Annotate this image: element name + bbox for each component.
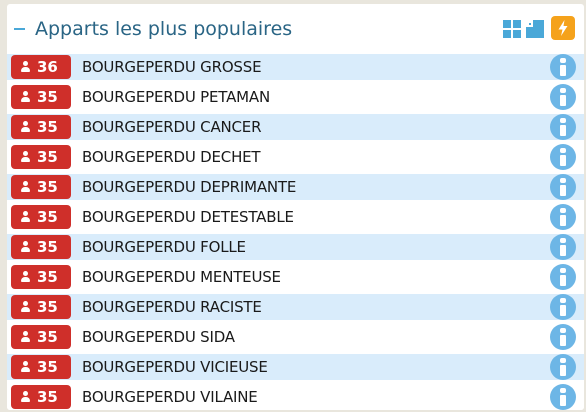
user-icon <box>20 121 30 132</box>
member-count: 35 <box>37 238 58 256</box>
info-icon[interactable] <box>550 324 576 350</box>
popular-apartments-panel: Apparts les plus populaires 36 BOURGEP <box>7 4 584 410</box>
member-count: 35 <box>37 298 58 316</box>
info-icon[interactable] <box>550 264 576 290</box>
member-count: 35 <box>37 178 58 196</box>
info-icon[interactable] <box>550 354 576 380</box>
member-count: 35 <box>37 88 58 106</box>
member-count: 35 <box>37 268 58 286</box>
member-count-badge: 35 <box>11 295 71 319</box>
apartment-name[interactable]: BOURGEPERDU VILAINE <box>82 388 258 406</box>
list-item[interactable]: 35 BOURGEPERDU SIDA <box>7 322 584 352</box>
list-item[interactable]: 35 BOURGEPERDU PETAMAN <box>7 82 584 112</box>
apartment-name[interactable]: BOURGEPERDU RACISTE <box>82 298 262 316</box>
apartment-name[interactable]: BOURGEPERDU DECHET <box>82 148 261 166</box>
apartment-name[interactable]: BOURGEPERDU PETAMAN <box>82 88 270 106</box>
user-icon <box>20 301 30 312</box>
list-item[interactable]: 35 BOURGEPERDU VILAINE <box>7 382 584 410</box>
user-icon <box>20 331 30 342</box>
member-count-badge: 35 <box>11 265 71 289</box>
info-icon[interactable] <box>550 144 576 170</box>
member-count-badge: 36 <box>11 55 71 79</box>
apartment-name[interactable]: BOURGEPERDU DETESTABLE <box>82 208 294 226</box>
user-icon <box>20 241 30 252</box>
list-item[interactable]: 35 BOURGEPERDU MENTEUSE <box>7 262 584 292</box>
member-count-badge: 35 <box>11 325 71 349</box>
list-item[interactable]: 35 BOURGEPERDU FOLLE <box>7 232 584 262</box>
list-item[interactable]: 36 BOURGEPERDU GROSSE <box>7 52 584 82</box>
apartment-name[interactable]: BOURGEPERDU VICIEUSE <box>82 358 268 376</box>
member-count: 35 <box>37 328 58 346</box>
member-count: 35 <box>37 148 58 166</box>
info-icon[interactable] <box>550 54 576 80</box>
info-icon[interactable] <box>550 174 576 200</box>
panel-header: Apparts les plus populaires <box>7 4 584 50</box>
member-count: 35 <box>37 388 58 406</box>
user-icon <box>20 181 30 192</box>
user-icon <box>20 391 30 402</box>
apartment-name[interactable]: BOURGEPERDU SIDA <box>82 328 235 346</box>
expand-window-icon[interactable] <box>526 20 544 38</box>
member-count-badge: 35 <box>11 205 71 229</box>
grid-view-icon[interactable] <box>503 20 521 38</box>
apartment-name[interactable]: BOURGEPERDU DEPRIMANTE <box>82 178 297 196</box>
user-icon <box>20 61 30 72</box>
member-count-badge: 35 <box>11 115 71 139</box>
member-count-badge: 35 <box>11 355 71 379</box>
user-icon <box>20 91 30 102</box>
member-count: 35 <box>37 358 58 376</box>
apartment-list: 36 BOURGEPERDU GROSSE 35 BOURGEPERDU PET… <box>7 52 584 410</box>
panel-title: Apparts les plus populaires <box>35 18 293 40</box>
member-count: 36 <box>37 58 58 76</box>
user-icon <box>20 271 30 282</box>
list-item[interactable]: 35 BOURGEPERDU RACISTE <box>7 292 584 322</box>
apartment-name[interactable]: BOURGEPERDU FOLLE <box>82 238 246 256</box>
info-icon[interactable] <box>550 204 576 230</box>
list-item[interactable]: 35 BOURGEPERDU DECHET <box>7 142 584 172</box>
info-icon[interactable] <box>550 294 576 320</box>
member-count: 35 <box>37 118 58 136</box>
apartment-name[interactable]: BOURGEPERDU CANCER <box>82 118 262 136</box>
info-icon[interactable] <box>550 84 576 110</box>
list-item[interactable]: 35 BOURGEPERDU CANCER <box>7 112 584 142</box>
info-icon[interactable] <box>550 384 576 410</box>
member-count-badge: 35 <box>11 175 71 199</box>
member-count-badge: 35 <box>11 385 71 409</box>
info-icon[interactable] <box>550 234 576 260</box>
member-count-badge: 35 <box>11 85 71 109</box>
member-count: 35 <box>37 208 58 226</box>
list-item[interactable]: 35 BOURGEPERDU DETESTABLE <box>7 202 584 232</box>
user-icon <box>20 361 30 372</box>
lightning-bolt-icon[interactable] <box>551 16 575 40</box>
info-icon[interactable] <box>550 114 576 140</box>
member-count-badge: 35 <box>11 235 71 259</box>
minus-icon[interactable] <box>14 28 25 30</box>
apartment-name[interactable]: BOURGEPERDU GROSSE <box>82 58 262 76</box>
list-item[interactable]: 35 BOURGEPERDU DEPRIMANTE <box>7 172 584 202</box>
member-count-badge: 35 <box>11 145 71 169</box>
list-item[interactable]: 35 BOURGEPERDU VICIEUSE <box>7 352 584 382</box>
user-icon <box>20 211 30 222</box>
apartment-name[interactable]: BOURGEPERDU MENTEUSE <box>82 268 281 286</box>
user-icon <box>20 151 30 162</box>
